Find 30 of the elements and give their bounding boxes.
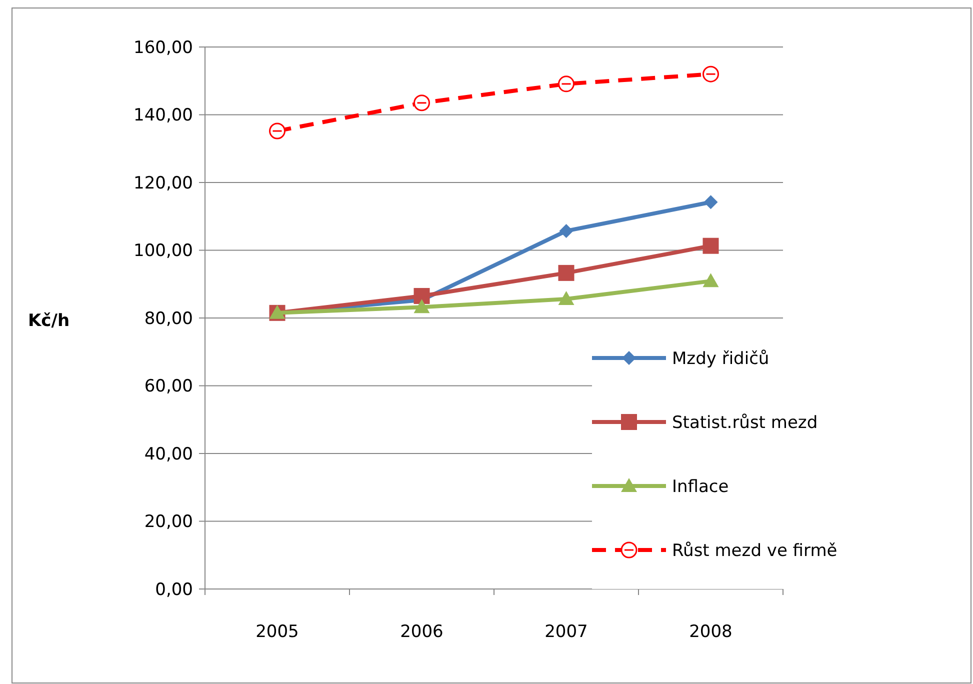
point (558, 291, 574, 306)
legend-label: Mzdy řidičů (672, 348, 770, 369)
legend-label: Statist.růst mezd (672, 412, 818, 433)
y-tick-label: 0,00 (155, 580, 193, 600)
y-tick-label: 120,00 (134, 173, 193, 194)
y-tick-label: 100,00 (134, 241, 193, 262)
y-tick-label: 60,00 (144, 376, 193, 397)
point (702, 238, 719, 254)
point (558, 264, 574, 281)
point (704, 195, 718, 210)
point (414, 299, 430, 314)
legend-label: Růst mezd ve firmě (672, 540, 838, 561)
y-tick-label: 160,00 (134, 38, 193, 58)
x-tick-label: 2006 (400, 622, 444, 642)
y-tick-label: 40,00 (144, 444, 193, 464)
point (702, 66, 719, 82)
point (414, 94, 430, 112)
point (558, 76, 574, 92)
point (414, 288, 430, 304)
x-tick-label: 2007 (544, 622, 588, 642)
y-tick-label: 20,00 (144, 512, 193, 532)
x-tick-label: 2008 (689, 622, 732, 642)
x-tick-label: 2005 (256, 622, 299, 642)
point (702, 273, 719, 288)
y-tick-label: 140,00 (134, 106, 193, 126)
y-axis-title: Kč/h (28, 310, 70, 331)
point (269, 122, 286, 140)
point (559, 224, 574, 238)
y-tick-label: 80,00 (144, 308, 193, 329)
legend-label: Inflace (672, 476, 729, 497)
